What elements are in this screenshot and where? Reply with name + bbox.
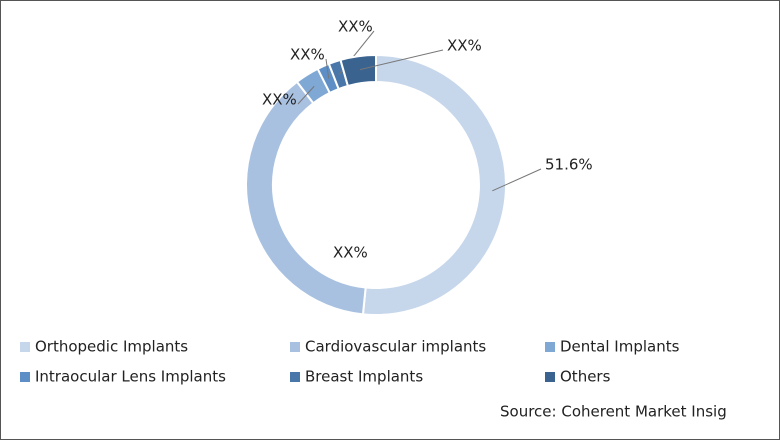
source: Source: Coherent Market Insig [500, 403, 727, 421]
legend-label: Others [560, 368, 611, 386]
legend-swatch [20, 372, 30, 382]
legend-label: Breast Implants [305, 368, 423, 386]
legend-label: Intraocular Lens Implants [35, 368, 226, 386]
legend-label: Dental Implants [560, 338, 680, 356]
legend-label: Orthopedic Implants [35, 338, 188, 356]
leader-line [359, 49, 444, 71]
data-label: XX% [338, 18, 373, 36]
data-label: XX% [333, 244, 368, 262]
legend-label: Cardiovascular implants [305, 338, 486, 356]
data-label: XX% [447, 37, 482, 55]
leader-line [297, 85, 315, 105]
legend-swatch [545, 342, 555, 352]
leader-line [325, 58, 330, 79]
data-label: XX% [262, 91, 297, 109]
donut-segment [339, 53, 377, 88]
legend-swatch [290, 342, 300, 352]
legend-swatch [290, 372, 300, 382]
leader-line [492, 168, 542, 192]
legend-swatch [545, 372, 555, 382]
data-label: 51.6% [545, 156, 593, 174]
legend-swatch [20, 342, 30, 352]
data-label: XX% [290, 46, 325, 64]
donut-segment [361, 53, 507, 316]
